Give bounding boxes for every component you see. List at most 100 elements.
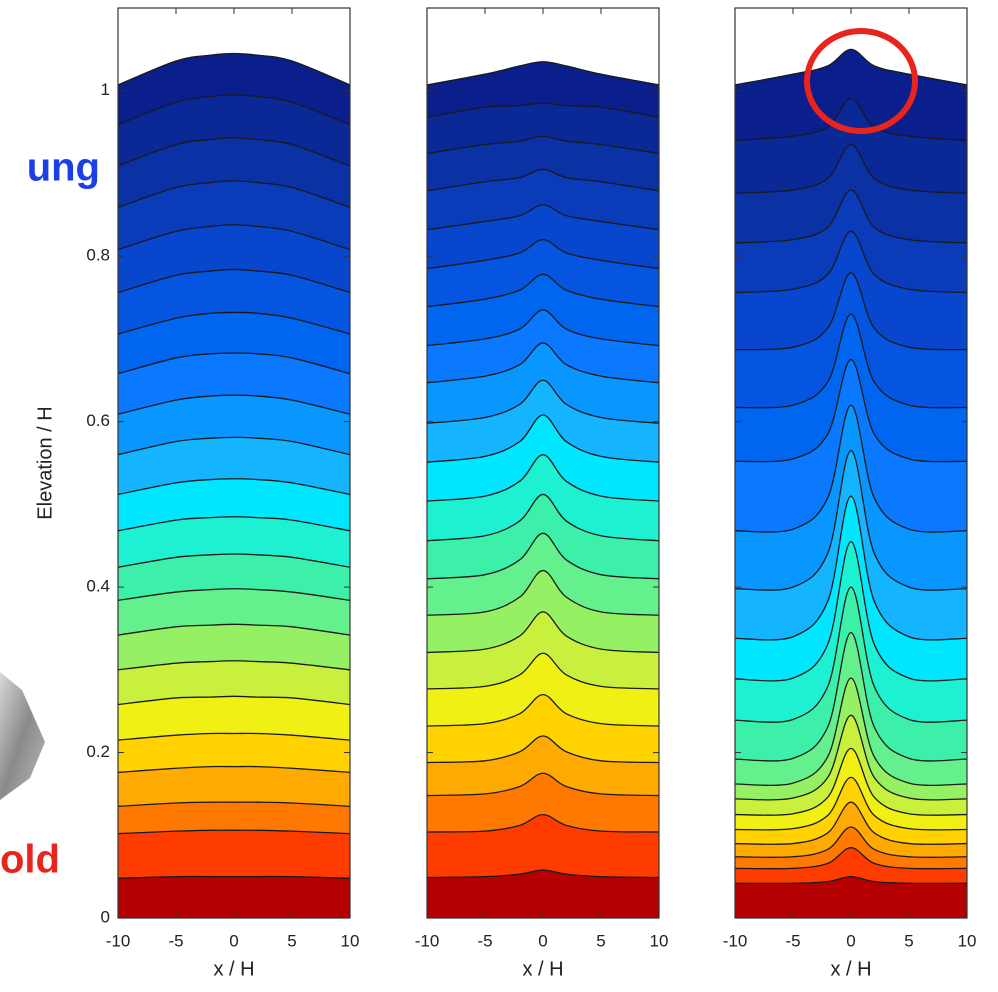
layer-band [118,53,350,125]
layer-band [735,876,967,918]
layer-band [118,696,350,741]
panel: -10 -5 0 5 10 x / H [723,7,977,980]
isochrone-line [427,342,659,384]
x-tick-label: -10 [106,931,131,950]
layer-band [735,99,967,194]
layer-band [118,137,350,208]
isochrone-line [427,611,659,654]
isochrone-line [427,532,659,580]
layer-band [427,611,659,689]
isochrone-line [427,238,659,270]
isochrone-line [118,94,350,126]
layer-band [735,496,967,681]
isochrone-line [735,495,967,641]
y-tick-label: 0.4 [86,577,110,596]
layer-band [118,516,350,568]
layer-band [427,380,659,463]
layer-band [735,450,967,640]
x-tick-label: 0 [229,931,238,950]
layer-band [427,773,659,832]
isochrone-line [735,586,967,723]
isochrone-line [427,454,659,502]
isochrone-line [427,168,659,192]
plots: -10 -5 0 5 10 0 0.2 0.4 0.6 0.8 1 x / H Elevation / … [34,7,977,980]
isochrone-line [735,875,967,885]
layer-band [427,204,659,269]
layer-band [118,312,350,374]
layer-band [118,395,350,455]
layer-band [427,415,659,502]
layer-band [735,748,967,830]
x-tick-label: 5 [904,931,913,950]
x-tick-label: 5 [287,931,296,950]
layer-band [735,715,967,816]
isochrone-line [118,516,350,532]
layers [427,61,659,918]
layer-band [118,830,350,879]
layer-band [427,736,659,796]
layer-band [118,660,350,705]
layer-band [735,272,967,408]
isochrone-line [427,379,659,424]
x-tick-label: -10 [415,931,440,950]
layer-band [118,94,350,167]
panel: -10 -5 0 5 10 0 0.2 0.4 0.6 0.8 1 x / H Elevation / … [34,7,359,980]
x-axis-label: x / H [522,958,563,980]
isochrone-line [735,272,967,351]
isochrone-line [735,631,967,762]
isochrone-line [735,98,967,142]
isochrone-line [427,414,659,463]
isochrone-line [427,135,659,155]
isochrone-line [427,309,659,347]
isochrone-line [118,352,350,375]
layer-band [118,588,350,636]
isochrone-line [735,776,967,831]
isochrone-line [427,772,659,797]
isochrone-line [735,747,967,816]
isochrone-line [735,313,967,409]
x-tick-label: -5 [785,931,800,950]
isochrone-line [427,204,659,231]
x-tick-label: 10 [650,931,669,950]
layer-band [427,494,659,579]
isochrone-line [118,394,350,415]
y-axis-label: Elevation / H [34,406,56,519]
isochrone-line [735,404,967,533]
isochrone-line [735,677,967,787]
isochrone-line [118,875,350,879]
isochrone-line [427,61,659,86]
x-tick-label: 10 [958,931,977,950]
isochrone-line [118,765,350,774]
layer-band [427,814,659,878]
layer-band [427,343,659,424]
layer-band [735,231,967,350]
x-tick-label: -10 [723,931,748,950]
panel: -10 -5 0 5 10 x / H [415,7,669,980]
isochrone-line [427,493,659,542]
isochrone-line [735,143,967,194]
layer-band [427,694,659,763]
isochrone-line [427,813,659,833]
isochrone-line [118,623,350,636]
y-tick-label: 0.2 [86,742,110,761]
layer-band [427,870,659,918]
image-fragment [0,672,45,800]
x-tick-label: 5 [596,931,605,950]
layer-band [427,454,659,541]
isochrone-line [118,478,350,496]
layers [118,52,350,918]
isochrone-line [118,553,350,568]
isochrone-line [735,801,967,845]
isochrone-line [118,660,350,671]
isochrone-line [118,695,350,706]
isochrone-line [118,436,350,456]
layer-band [735,827,967,869]
layer-band [118,733,350,773]
layer-band [118,766,350,807]
isochrone-line [118,801,350,807]
y-tick-label: 0 [101,907,110,926]
highlight-circle [804,28,918,134]
layer-band [118,554,350,601]
isochrone-line [427,693,659,727]
